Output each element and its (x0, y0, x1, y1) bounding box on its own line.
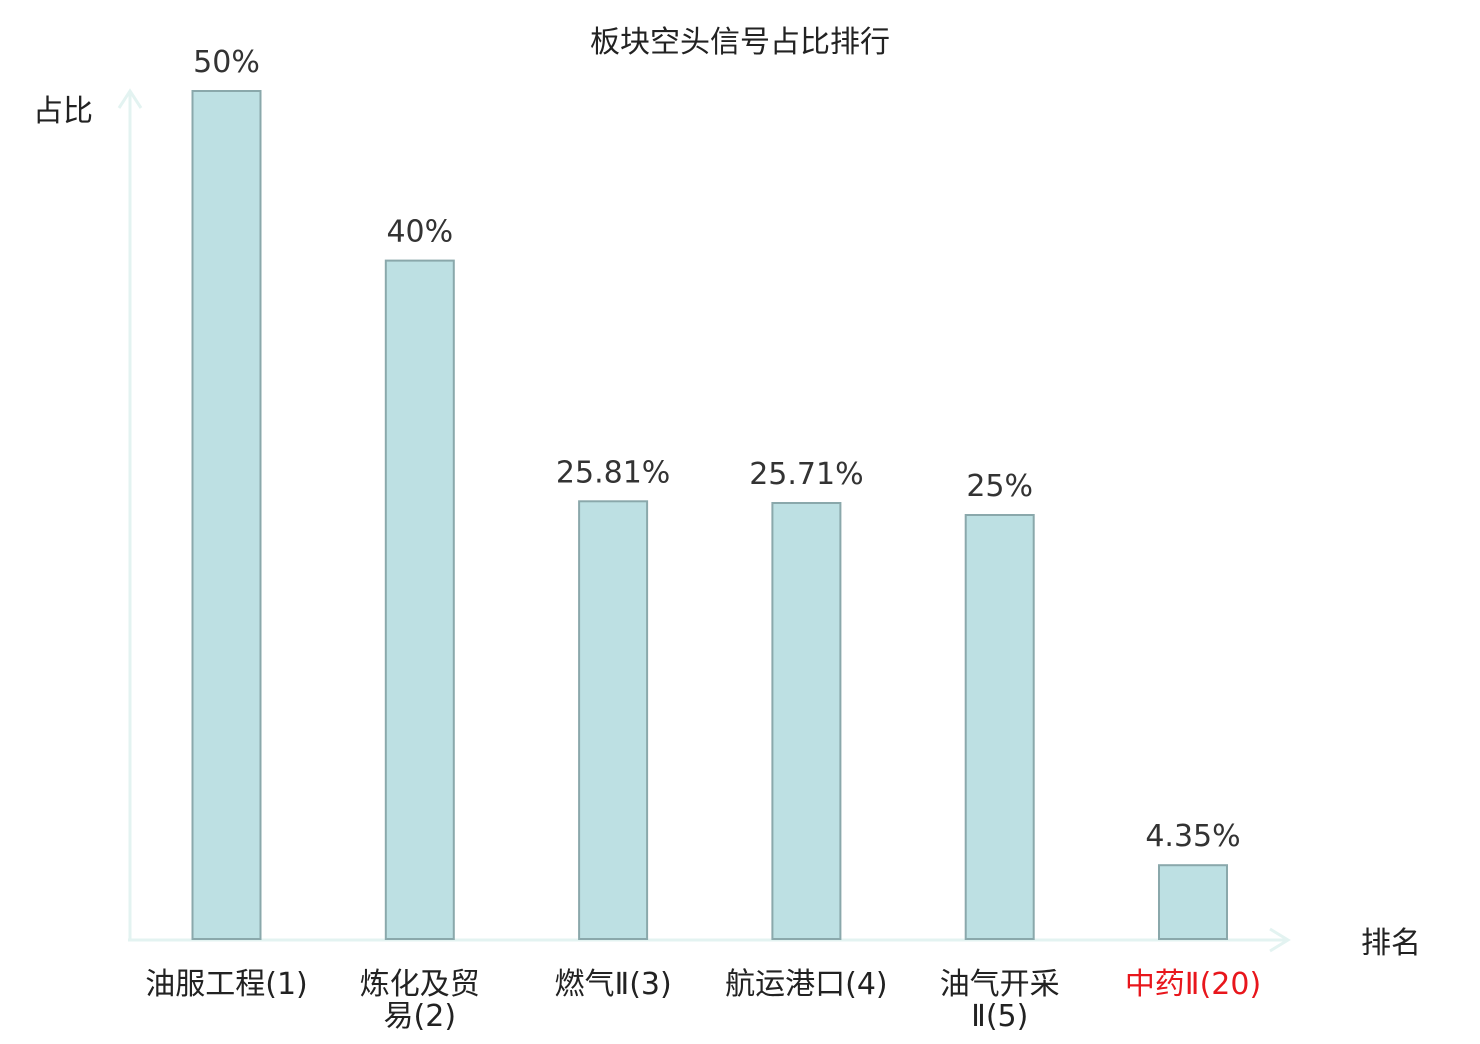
value-labels-group: 50% 40% 25.81% 25.71% 25% 4.35% (193, 45, 1241, 854)
x-tick-label: 燃气Ⅱ(3) (554, 967, 671, 1002)
bar (578, 500, 649, 940)
bar (1158, 864, 1228, 941)
y-axis-label: 占比 (33, 94, 93, 129)
bar (771, 502, 842, 940)
bar (384, 259, 455, 941)
x-tick-label: 易(2) (384, 999, 457, 1034)
x-tick-label: 炼化及贸 (360, 967, 480, 1002)
x-tick-label: 油气开采 (940, 967, 1060, 1002)
data-label: 25.71% (749, 457, 863, 492)
data-label: 25% (966, 469, 1033, 504)
data-label: 4.35% (1145, 819, 1240, 854)
x-tick-label: 航运港口(4) (725, 967, 888, 1002)
bar (191, 90, 262, 940)
x-axis-label: 排名 (1361, 926, 1421, 961)
x-tick-label: Ⅱ(5) (971, 999, 1028, 1034)
axes (117, 88, 1291, 953)
data-label: 50% (193, 45, 260, 80)
y-axis-arrow (117, 88, 143, 109)
bar (964, 514, 1035, 940)
data-label: 25.81% (556, 455, 670, 490)
chart-title: 板块空头信号占比排行 (590, 25, 890, 60)
x-tick-label: 油服工程(1) (145, 967, 308, 1002)
x-tick-label: 中药Ⅱ(20) (1125, 967, 1261, 1002)
bars-group (191, 90, 1228, 941)
data-label: 40% (386, 215, 453, 250)
x-axis-arrow (1269, 927, 1291, 953)
